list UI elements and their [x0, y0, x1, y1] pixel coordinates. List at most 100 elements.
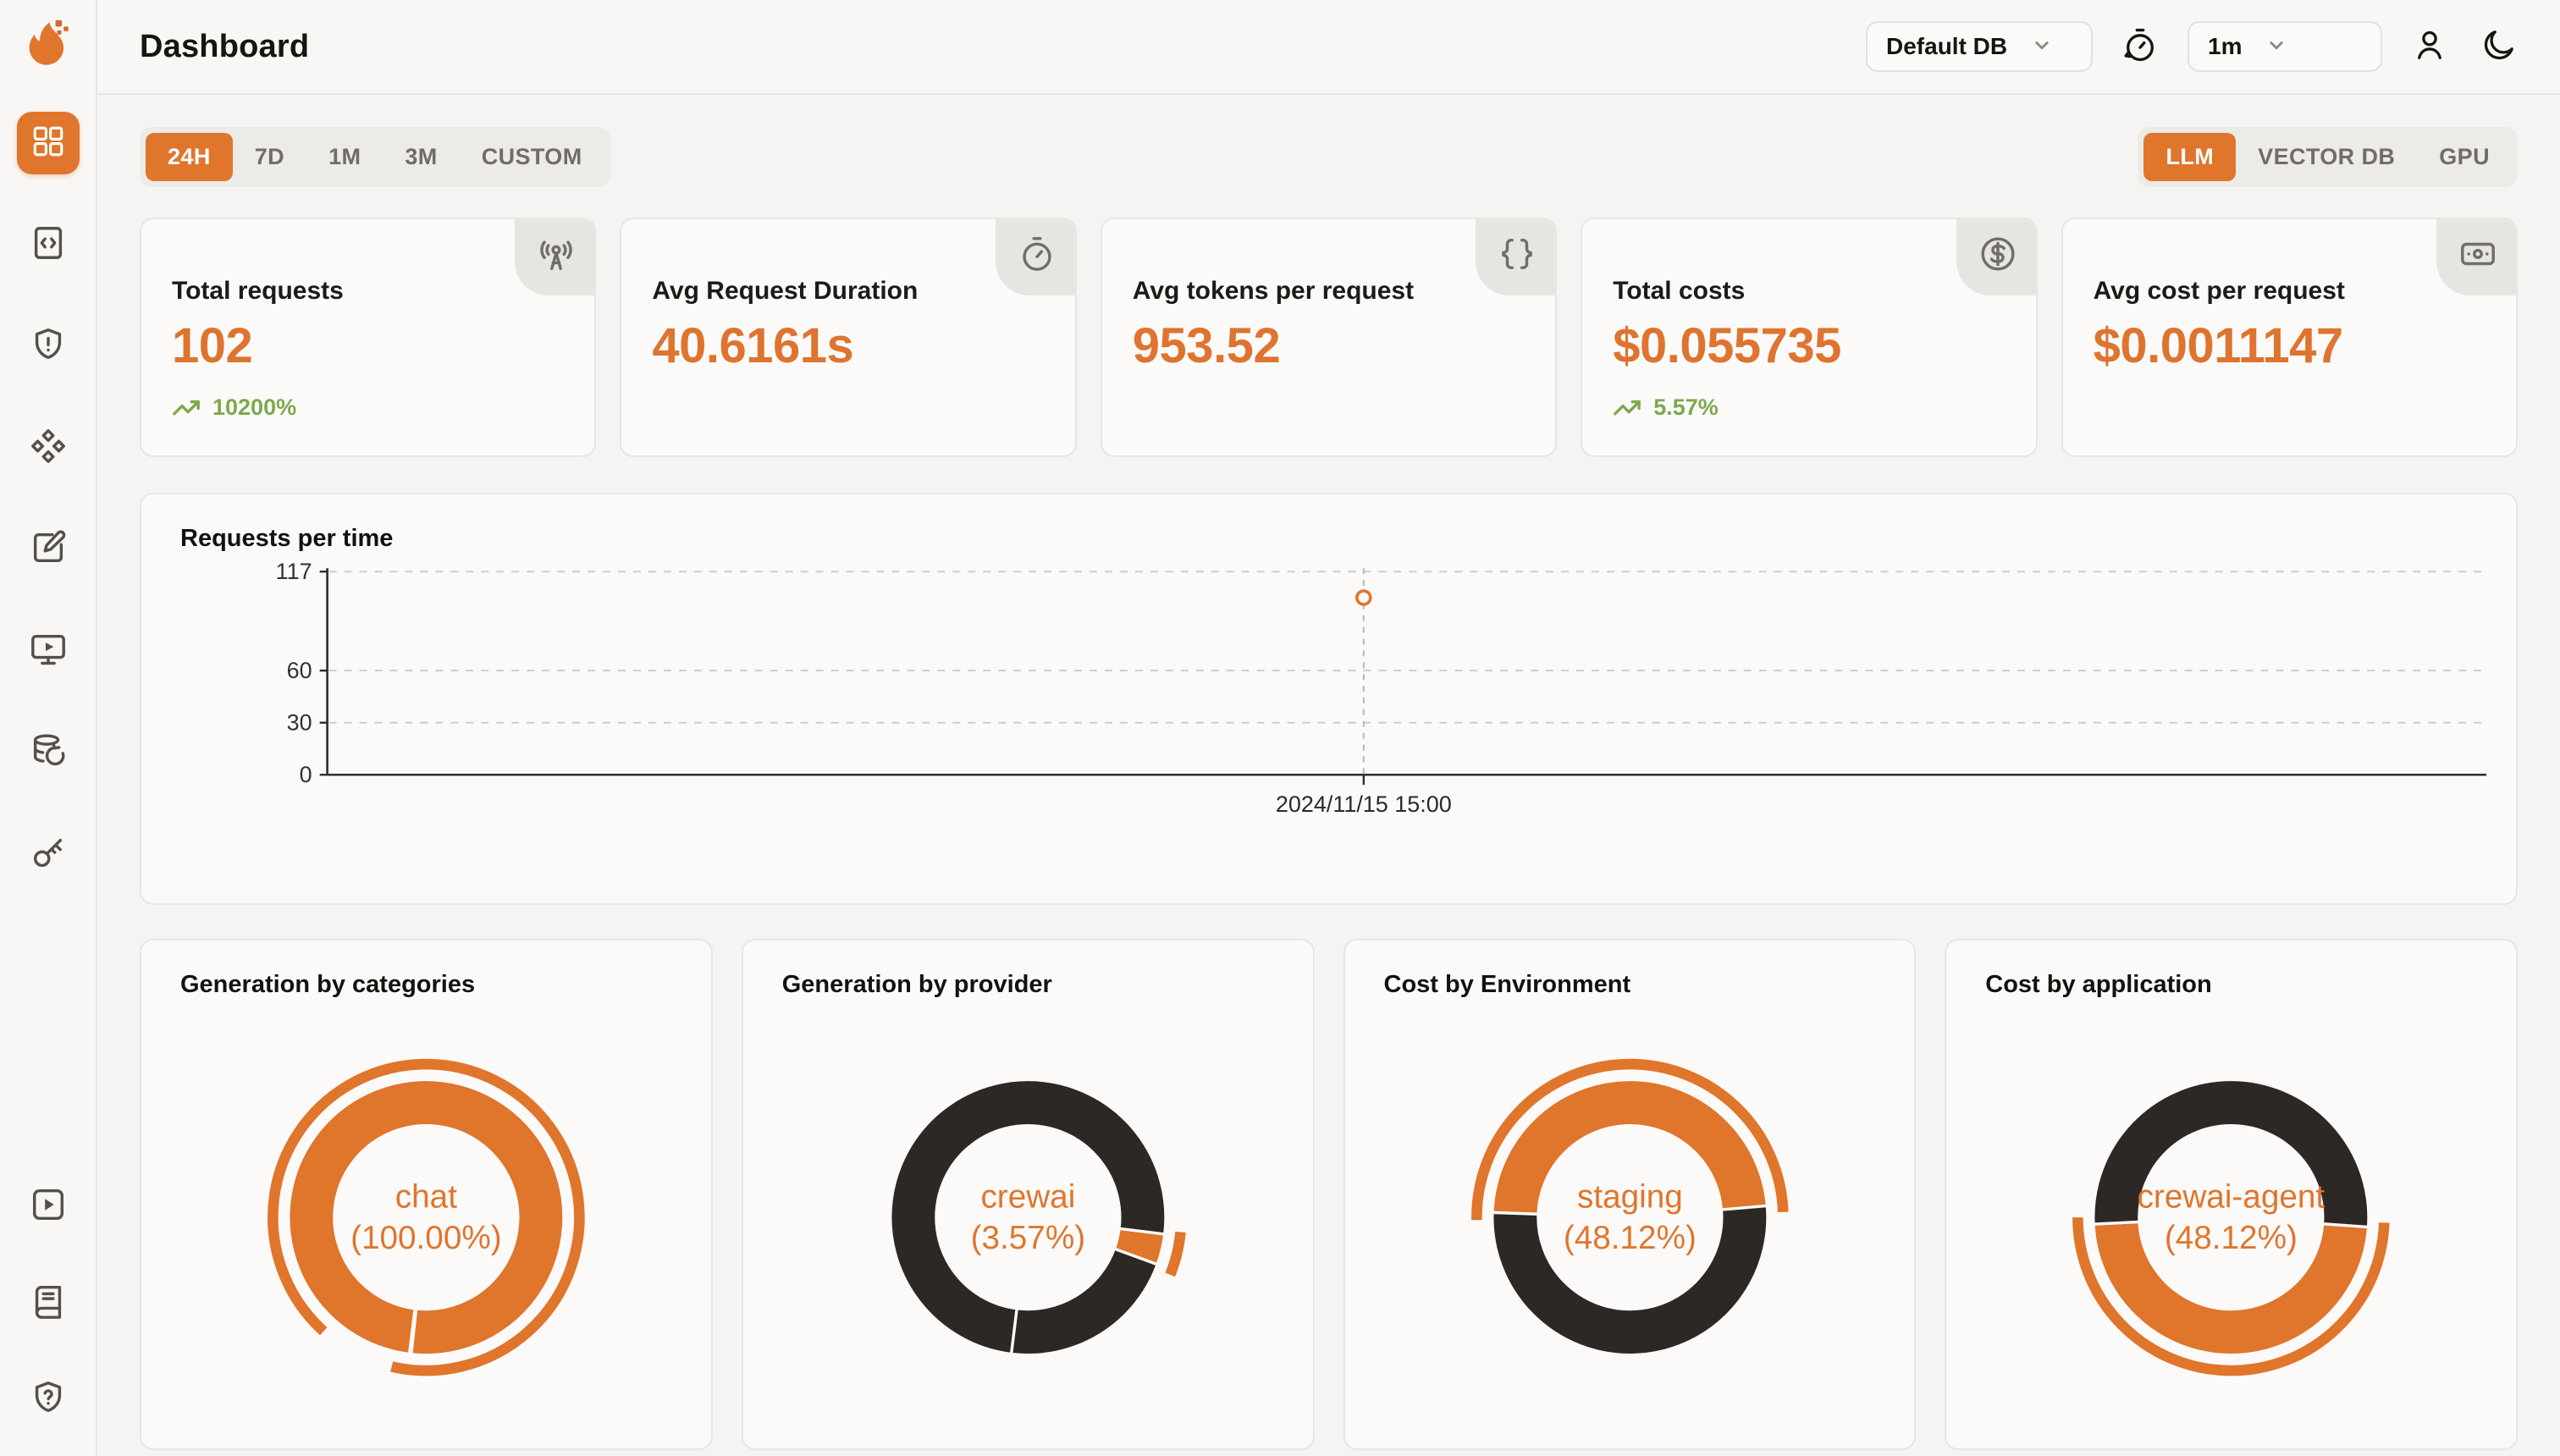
donut-card-title: Cost by Environment — [1383, 971, 1631, 998]
stat-card-total-requests: Total requests 102 10200% — [140, 218, 597, 457]
chevron-down-icon — [2029, 32, 2055, 62]
trending-up-icon — [172, 393, 201, 422]
banknote-icon — [2455, 238, 2497, 278]
chart-title: Requests per time — [180, 525, 394, 552]
tab-time-custom[interactable]: CUSTOM — [481, 144, 582, 169]
theme-toggle-button[interactable] — [2477, 25, 2521, 69]
sidebar-item-shield-alert[interactable] — [17, 315, 80, 378]
tab-time-1m[interactable]: 1M — [328, 144, 361, 169]
stat-delta: 5.57% — [1613, 393, 2005, 422]
sidebar-item-square-play[interactable] — [17, 1175, 80, 1238]
stat-card-avg-request-duration: Avg Request Duration 40.6161s — [620, 218, 1077, 457]
sidebar-item-key[interactable] — [17, 823, 80, 885]
sidebar-nav-bottom — [17, 1175, 80, 1431]
stat-delta-value: 10200% — [212, 394, 297, 420]
requests-per-time-chart: 0 30 60 117 2024/11/15 15:00 — [276, 559, 2487, 817]
stat-delta: 10200% — [172, 393, 564, 422]
tab-resource-gpu[interactable]: GPU — [2439, 144, 2490, 169]
database-selector[interactable]: Default DB — [1866, 21, 2093, 72]
donut-slice-others[interactable] — [2092, 1078, 2370, 1229]
sidebar-item-notebook-pen[interactable] — [17, 518, 80, 581]
sidebar-item-diamonds[interactable] — [17, 416, 80, 479]
tab-time-7d[interactable]: 7D — [254, 144, 285, 169]
sidebar-nav-top — [16, 112, 80, 885]
donut-slice-chat[interactable] — [287, 1078, 566, 1357]
filter-row: 24H 7D 1M 3M CUSTOM LLM VECTOR DB GPU — [140, 127, 2518, 187]
app-logo-flame-icon[interactable] — [21, 15, 75, 69]
donut-slice-others[interactable] — [888, 1078, 1167, 1356]
tab-resource-vector-db[interactable]: VECTOR DB — [2258, 144, 2396, 169]
donut-center-label: crewai-agent — [2138, 1178, 2326, 1215]
content-area: 24H 7D 1M 3M CUSTOM LLM VECTOR DB GPU Total re… — [97, 95, 2560, 1450]
tab-time-24h[interactable]: 24H — [146, 133, 233, 181]
donut-chart: chat (100.00%) — [268, 1058, 585, 1376]
timer-icon — [1014, 236, 1057, 278]
notebook-pen-icon — [29, 528, 68, 571]
tab-time-3m[interactable]: 3M — [405, 144, 438, 169]
sidebar — [0, 0, 97, 1456]
history-timer-icon — [2121, 26, 2159, 68]
moon-icon — [2480, 26, 2518, 68]
database-backup-icon — [29, 731, 68, 775]
refresh-interval-value: 1m — [2208, 33, 2243, 59]
layout-grid-icon — [30, 124, 66, 163]
donut-center-value: (48.12%) — [1563, 1220, 1696, 1256]
donut-center-label: chat — [395, 1178, 457, 1215]
chevron-down-icon — [2264, 32, 2289, 62]
book-icon — [29, 1282, 68, 1325]
sidebar-item-monitor-play[interactable] — [17, 620, 80, 682]
stat-corner-badge — [1956, 219, 2036, 295]
stat-label: Avg Request Duration — [652, 277, 919, 305]
svg-text:60: 60 — [287, 658, 312, 683]
topbar-controls: Default DB 1m — [1866, 21, 2521, 72]
trending-up-icon — [1613, 393, 1641, 422]
sidebar-item-file-code[interactable] — [17, 213, 80, 276]
donut-card-generation-by-provider: Generation by provider crewai (3.57%) — [741, 939, 1315, 1450]
donut-row: Generation by categories chat (100.00%) Gen… — [140, 939, 2518, 1450]
donut-center-value: (48.12%) — [2165, 1220, 2298, 1256]
donut-chart: crewai (3.57%) — [888, 1078, 1186, 1357]
circle-dollar-icon — [1975, 236, 2017, 278]
donut-highlight-arc — [268, 1058, 585, 1376]
refresh-history-button[interactable] — [2118, 25, 2162, 69]
svg-text:2024/11/15 15:00: 2024/11/15 15:00 — [1276, 791, 1452, 817]
donut-center-value: (100.00%) — [350, 1220, 502, 1256]
donut-highlight-arc — [1165, 1231, 1186, 1277]
stat-corner-badge — [1476, 219, 1556, 295]
monitor-play-icon — [29, 630, 68, 673]
square-play-icon — [29, 1185, 68, 1228]
diamonds-icon — [29, 427, 68, 470]
donut-card-cost-by-application: Cost by application crewai-agent (48.12%) — [1945, 939, 2518, 1450]
svg-text:117: 117 — [276, 559, 312, 584]
user-profile-button[interactable] — [2408, 25, 2452, 69]
donut-slice-others[interactable] — [1490, 1204, 1769, 1357]
sidebar-item-book[interactable] — [17, 1271, 80, 1334]
stat-label: Total requests — [172, 277, 344, 305]
stat-corner-badge — [2436, 219, 2516, 295]
sidebar-item-database-backup[interactable] — [17, 721, 80, 784]
stat-card-avg-tokens-per-request: Avg tokens per request 953.52 — [1100, 218, 1558, 457]
top-bar: Dashboard Default DB 1m — [97, 0, 2560, 95]
sidebar-item-layout-grid[interactable] — [16, 112, 80, 174]
donut-center-value: (3.57%) — [970, 1220, 1085, 1256]
donut-card-title: Generation by categories — [180, 971, 476, 998]
stat-value: $0.055735 — [1613, 318, 1841, 373]
requests-per-time-card: Requests per time 0 30 60 117 2024/11/15 15:… — [140, 493, 2518, 905]
resource-tab-group: LLM VECTOR DB GPU — [2138, 127, 2518, 187]
svg-text:0: 0 — [300, 762, 312, 787]
donut-card-title: Cost by application — [1985, 971, 2212, 998]
key-icon — [29, 833, 68, 876]
donut-chart: crewai-agent (48.12%) — [2072, 1078, 2390, 1376]
stat-value: 953.52 — [1132, 318, 1281, 373]
stat-value: $0.0011147 — [2093, 318, 2344, 373]
stat-label: Total costs — [1613, 277, 1746, 305]
tab-resource-llm[interactable]: LLM — [2143, 133, 2237, 181]
donut-highlight-arc — [2072, 1217, 2390, 1376]
stats-row: Total requests 102 10200% Avg Request Durat… — [140, 218, 2518, 457]
sidebar-item-shield-question[interactable] — [17, 1368, 80, 1431]
refresh-interval-selector[interactable]: 1m — [2188, 21, 2382, 72]
donut-slice-staging[interactable] — [1490, 1078, 1768, 1216]
stat-delta-value: 5.57% — [1653, 394, 1719, 420]
donut-slice-crewai-agent[interactable] — [2092, 1220, 2370, 1357]
donut-slice-others[interactable] — [1009, 1247, 1160, 1357]
